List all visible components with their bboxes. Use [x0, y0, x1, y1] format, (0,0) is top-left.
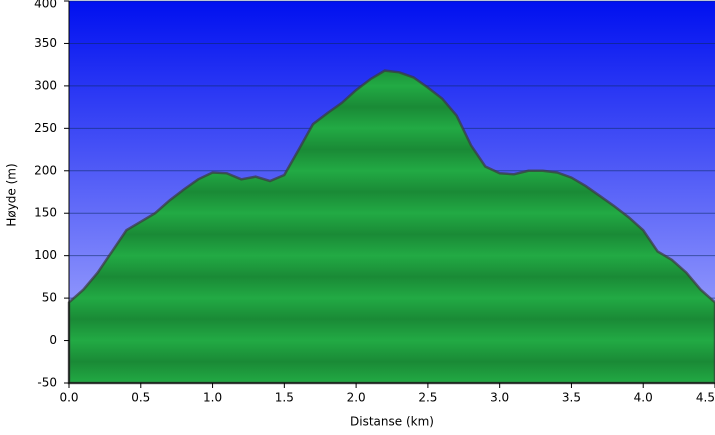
x-tick-label: 0.5 — [131, 391, 150, 405]
x-tick-label: 1.0 — [203, 391, 222, 405]
x-tick-label: 3.5 — [562, 391, 581, 405]
elevation-area — [67, 69, 715, 385]
y-tick-label: 300 — [34, 78, 57, 92]
y-tick-label: 400 — [34, 0, 57, 11]
x-tick-label: 3.0 — [490, 391, 509, 405]
x-axis-label: Distanse (km) — [350, 415, 434, 429]
y-tick-label: 50 — [42, 291, 57, 305]
x-tick-label: 0.0 — [59, 391, 78, 405]
y-tick-label: 100 — [34, 248, 57, 262]
x-tick-label: 4.5 — [696, 391, 715, 405]
y-tick-label: -50 — [37, 376, 57, 390]
x-tick-label: 2.5 — [418, 391, 437, 405]
y-tick-label: 200 — [34, 163, 57, 177]
y-tick-label: 350 — [34, 36, 57, 50]
y-tick-label: 150 — [34, 206, 57, 220]
y-tick-label: 0 — [49, 333, 57, 347]
y-tick-label: 250 — [34, 121, 57, 135]
x-tick-label: 1.5 — [275, 391, 294, 405]
x-tick-label: 2.0 — [347, 391, 366, 405]
x-tick-label: 4.0 — [634, 391, 653, 405]
y-axis-label: Høyde (m) — [5, 163, 19, 226]
